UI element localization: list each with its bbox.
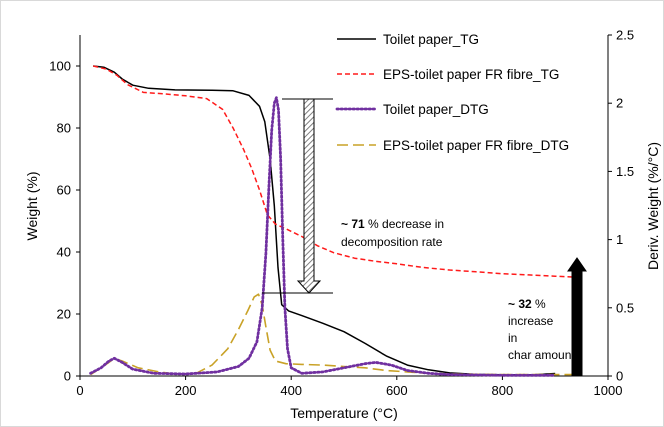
legend-label-0: Toilet paper_TG bbox=[383, 32, 479, 47]
y-right-tick-label: 2.5 bbox=[616, 28, 634, 43]
legend-label-2: Toilet paper_DTG bbox=[383, 102, 489, 117]
decomposition-annotation-line1: ~ 71 % decrease in bbox=[341, 217, 444, 231]
y-axis-right-title: Deriv. Weight (%/°C) bbox=[645, 142, 661, 270]
x-tick-label: 400 bbox=[280, 383, 302, 398]
decomposition-annotation-line2: decomposition rate bbox=[341, 235, 443, 249]
y-left-tick-label: 0 bbox=[64, 369, 71, 384]
decrease-arrow-icon bbox=[296, 98, 322, 294]
y-left-tick-label: 60 bbox=[57, 183, 71, 198]
char-annotation-line4: char amount bbox=[508, 348, 575, 362]
char-annotation-text: % bbox=[532, 297, 546, 311]
y-left-tick-label: 40 bbox=[57, 245, 71, 260]
char-annotation-line1: ~ 32 % bbox=[508, 297, 546, 311]
y-right-tick-label: 2 bbox=[616, 96, 623, 111]
y-right-tick-label: 0.5 bbox=[616, 300, 634, 315]
y-left-tick-label: 100 bbox=[49, 59, 71, 74]
y-right-tick-label: 0 bbox=[616, 369, 623, 384]
char-annotation-line2: increase bbox=[508, 314, 554, 328]
y-left-tick-label: 80 bbox=[57, 121, 71, 136]
x-tick-label: 1000 bbox=[594, 383, 623, 398]
x-tick-label: 0 bbox=[76, 383, 83, 398]
x-tick-label: 800 bbox=[492, 383, 514, 398]
series-line-0 bbox=[93, 65, 556, 376]
decomposition-annotation-value: ~ 71 bbox=[341, 217, 365, 231]
char-annotation-value: ~ 32 bbox=[508, 297, 532, 311]
decomposition-annotation-text: % decrease in bbox=[365, 217, 444, 231]
y-right-tick-label: 1.5 bbox=[616, 164, 634, 179]
x-tick-label: 600 bbox=[386, 383, 408, 398]
series-line-2 bbox=[89, 96, 557, 377]
y-left-tick-label: 20 bbox=[57, 307, 71, 322]
x-tick-label: 200 bbox=[175, 383, 197, 398]
series-line-1 bbox=[93, 65, 582, 279]
y-right-tick-label: 1 bbox=[616, 232, 623, 247]
legend-label-1: EPS-toilet paper FR fibre_TG bbox=[383, 67, 559, 82]
legend-label-3: EPS-toilet paper FR fibre_DTG bbox=[383, 138, 569, 153]
increase-arrow-icon bbox=[567, 257, 587, 377]
x-axis-title: Temperature (°C) bbox=[290, 405, 398, 421]
y-axis-left-title: Weight (%) bbox=[24, 172, 40, 241]
char-annotation-line3: in bbox=[508, 331, 517, 345]
